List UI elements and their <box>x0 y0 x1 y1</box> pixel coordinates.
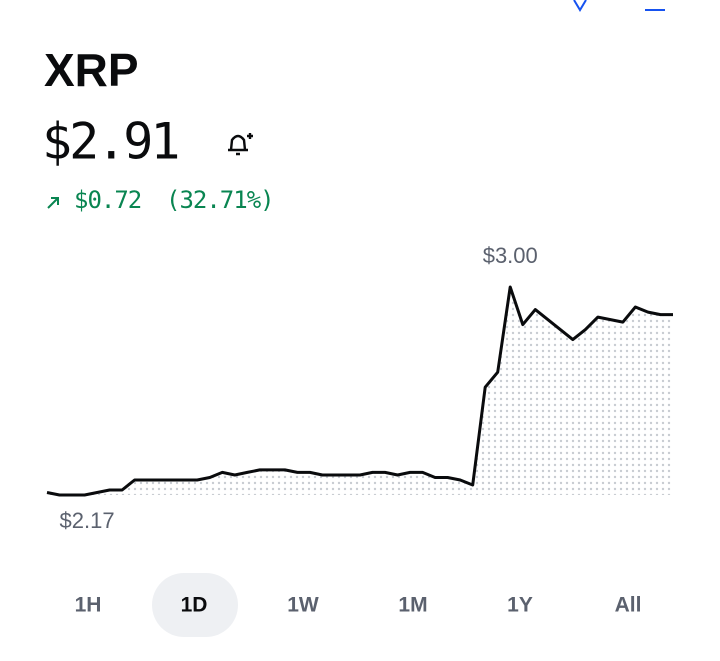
high-label: $3.00 <box>483 243 538 268</box>
price-change: $0.72 <box>74 186 141 214</box>
price-line <box>46 285 673 497</box>
timeframe-button[interactable]: All <box>615 594 642 617</box>
timeframe-button[interactable]: 1M <box>398 594 427 617</box>
alert-bell[interactable] <box>228 133 253 156</box>
timeframe-button[interactable]: 1H <box>75 594 102 617</box>
timeframe-button[interactable]: 1Y <box>507 594 533 617</box>
timeframe-button[interactable]: 1D <box>181 594 208 617</box>
top-icons[interactable] <box>573 0 665 12</box>
percent-change: (32.71%) <box>166 186 274 214</box>
area-fill <box>47 287 673 495</box>
low-label: $2.17 <box>60 508 115 533</box>
asset-price: $2.91 <box>42 113 178 171</box>
asset-symbol: XRP <box>44 44 139 96</box>
up-arrow <box>47 197 59 209</box>
timeframe-button[interactable]: 1W <box>287 594 319 617</box>
selected-pill <box>152 573 238 637</box>
